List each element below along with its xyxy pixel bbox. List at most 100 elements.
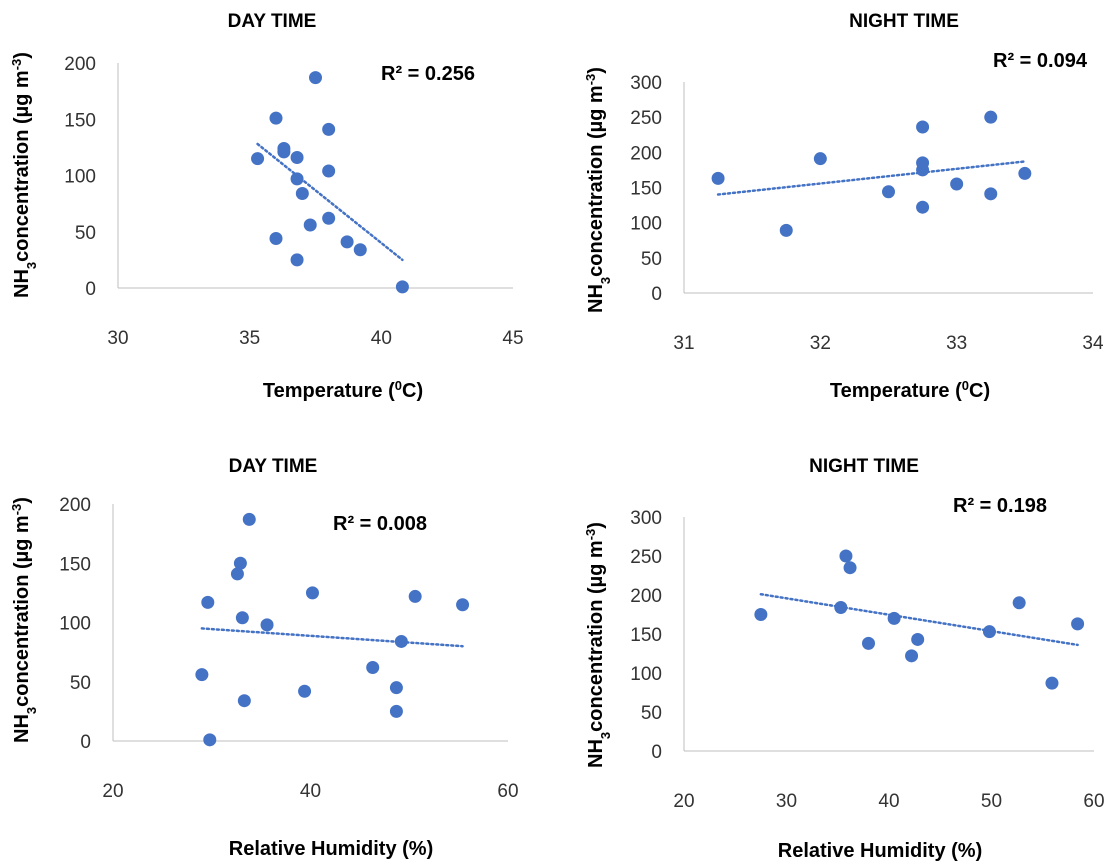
trendline — [716, 160, 1027, 196]
y-axis-label: NH3concentration (µg m-3) — [583, 67, 613, 313]
x-tick-label: 40 — [300, 781, 321, 802]
y-tick-label: 150 — [630, 179, 662, 200]
data-point — [887, 611, 901, 625]
data-point — [242, 512, 256, 526]
data-point — [322, 122, 336, 136]
data-point — [251, 152, 265, 166]
data-point — [366, 661, 380, 675]
data-point — [779, 223, 793, 237]
data-point — [984, 110, 998, 124]
y-tick-label: 300 — [630, 508, 662, 529]
y-tick-label: 0 — [651, 284, 662, 305]
chart-panel-night-humidity: NIGHT TIME 20 30 40 50 60 0 50 100 150 200 250 300 Re… — [583, 456, 1105, 862]
data-point — [389, 704, 403, 718]
data-point — [1071, 617, 1085, 631]
r-squared-label: R² = 0.198 — [953, 495, 1047, 517]
data-point — [305, 586, 319, 600]
data-point — [862, 636, 875, 650]
data-point — [201, 595, 215, 609]
y-axis-label: NH3concentration (µg m-3) — [9, 52, 39, 298]
data-point — [982, 625, 996, 639]
data-point — [203, 733, 217, 747]
x-tick-label: 34 — [1082, 333, 1104, 354]
x-tick-label: 30 — [776, 791, 797, 812]
data-point — [456, 598, 470, 612]
data-point — [395, 280, 409, 294]
y-tick-label: 50 — [641, 249, 662, 270]
x-tick-label: 20 — [673, 791, 694, 812]
y-tick-label: 100 — [59, 614, 91, 635]
x-tick-label: 35 — [239, 328, 260, 349]
x-tick-label: 33 — [946, 333, 967, 354]
r-squared-label: R² = 0.008 — [333, 513, 427, 535]
y-tick-label: 200 — [64, 54, 96, 75]
data-point — [237, 694, 251, 708]
y-tick-label: 0 — [80, 732, 91, 753]
trendline — [256, 142, 404, 262]
data-point — [389, 681, 403, 695]
r-squared-label: R² = 0.094 — [993, 50, 1088, 72]
chart-title: DAY TIME — [229, 456, 318, 477]
data-point — [353, 243, 367, 257]
r-squared-label: R² = 0.256 — [381, 63, 475, 85]
data-point — [916, 120, 930, 134]
data-point — [260, 618, 274, 632]
data-point — [298, 684, 312, 698]
y-tick-label: 100 — [64, 167, 96, 188]
data-point — [408, 589, 422, 603]
chart-title: NIGHT TIME — [849, 11, 959, 32]
data-point — [950, 177, 964, 191]
data-point — [394, 634, 408, 648]
y-axis-label: NH3concentration (µg m-3) — [583, 522, 613, 768]
data-point — [303, 218, 317, 232]
y-tick-label: 100 — [630, 664, 662, 685]
trendline — [200, 627, 464, 648]
x-axis-label: Relative Humidity (%) — [229, 838, 433, 860]
x-tick-label: 40 — [878, 791, 899, 812]
data-point — [911, 632, 925, 646]
x-axis-label: Relative Humidity (%) — [778, 840, 982, 862]
data-point — [813, 152, 827, 166]
y-tick-label: 150 — [630, 625, 662, 646]
data-point — [711, 171, 725, 185]
x-tick-label: 60 — [1083, 791, 1104, 812]
data-point — [916, 163, 930, 177]
data-point — [340, 235, 354, 249]
chart-panel-day-temperature: DAY TIME 30 35 40 45 0 50 100 150 200 Temperature … — [9, 11, 524, 402]
y-tick-label: 150 — [64, 110, 96, 131]
chart-panel-night-temperature: NIGHT TIME 31 32 33 34 0 50 100 150 200 250 300 Temp… — [583, 11, 1104, 402]
data-point — [290, 172, 304, 186]
x-tick-label: 32 — [810, 333, 831, 354]
trendline — [759, 592, 1079, 647]
data-point — [839, 549, 853, 563]
data-point — [295, 187, 309, 200]
y-tick-label: 50 — [70, 673, 91, 694]
data-point — [1045, 676, 1059, 690]
data-point — [1012, 596, 1026, 610]
data-point — [269, 111, 283, 125]
data-point — [882, 185, 895, 199]
data-point — [916, 200, 930, 214]
y-tick-label: 100 — [630, 214, 662, 235]
data-point — [233, 556, 247, 570]
x-tick-label: 31 — [673, 333, 694, 354]
data-point — [195, 668, 209, 682]
data-point — [290, 253, 304, 267]
data-point — [834, 600, 848, 614]
y-tick-label: 0 — [651, 742, 662, 763]
data-point — [230, 567, 244, 581]
x-axis-label: Temperature (0C) — [263, 378, 423, 403]
x-tick-label: 20 — [102, 781, 123, 802]
chart-title: NIGHT TIME — [809, 456, 919, 477]
data-point — [322, 164, 336, 178]
y-tick-label: 50 — [75, 223, 96, 244]
data-point — [322, 211, 336, 225]
y-tick-label: 250 — [630, 547, 662, 568]
y-tick-label: 200 — [630, 143, 662, 164]
chart-panel-day-humidity: DAY TIME 20 40 60 0 50 100 150 200 Relative Humid… — [9, 456, 519, 860]
data-point — [235, 611, 249, 625]
data-point — [843, 561, 857, 575]
data-point — [984, 187, 998, 201]
chart-title: DAY TIME — [228, 11, 317, 32]
